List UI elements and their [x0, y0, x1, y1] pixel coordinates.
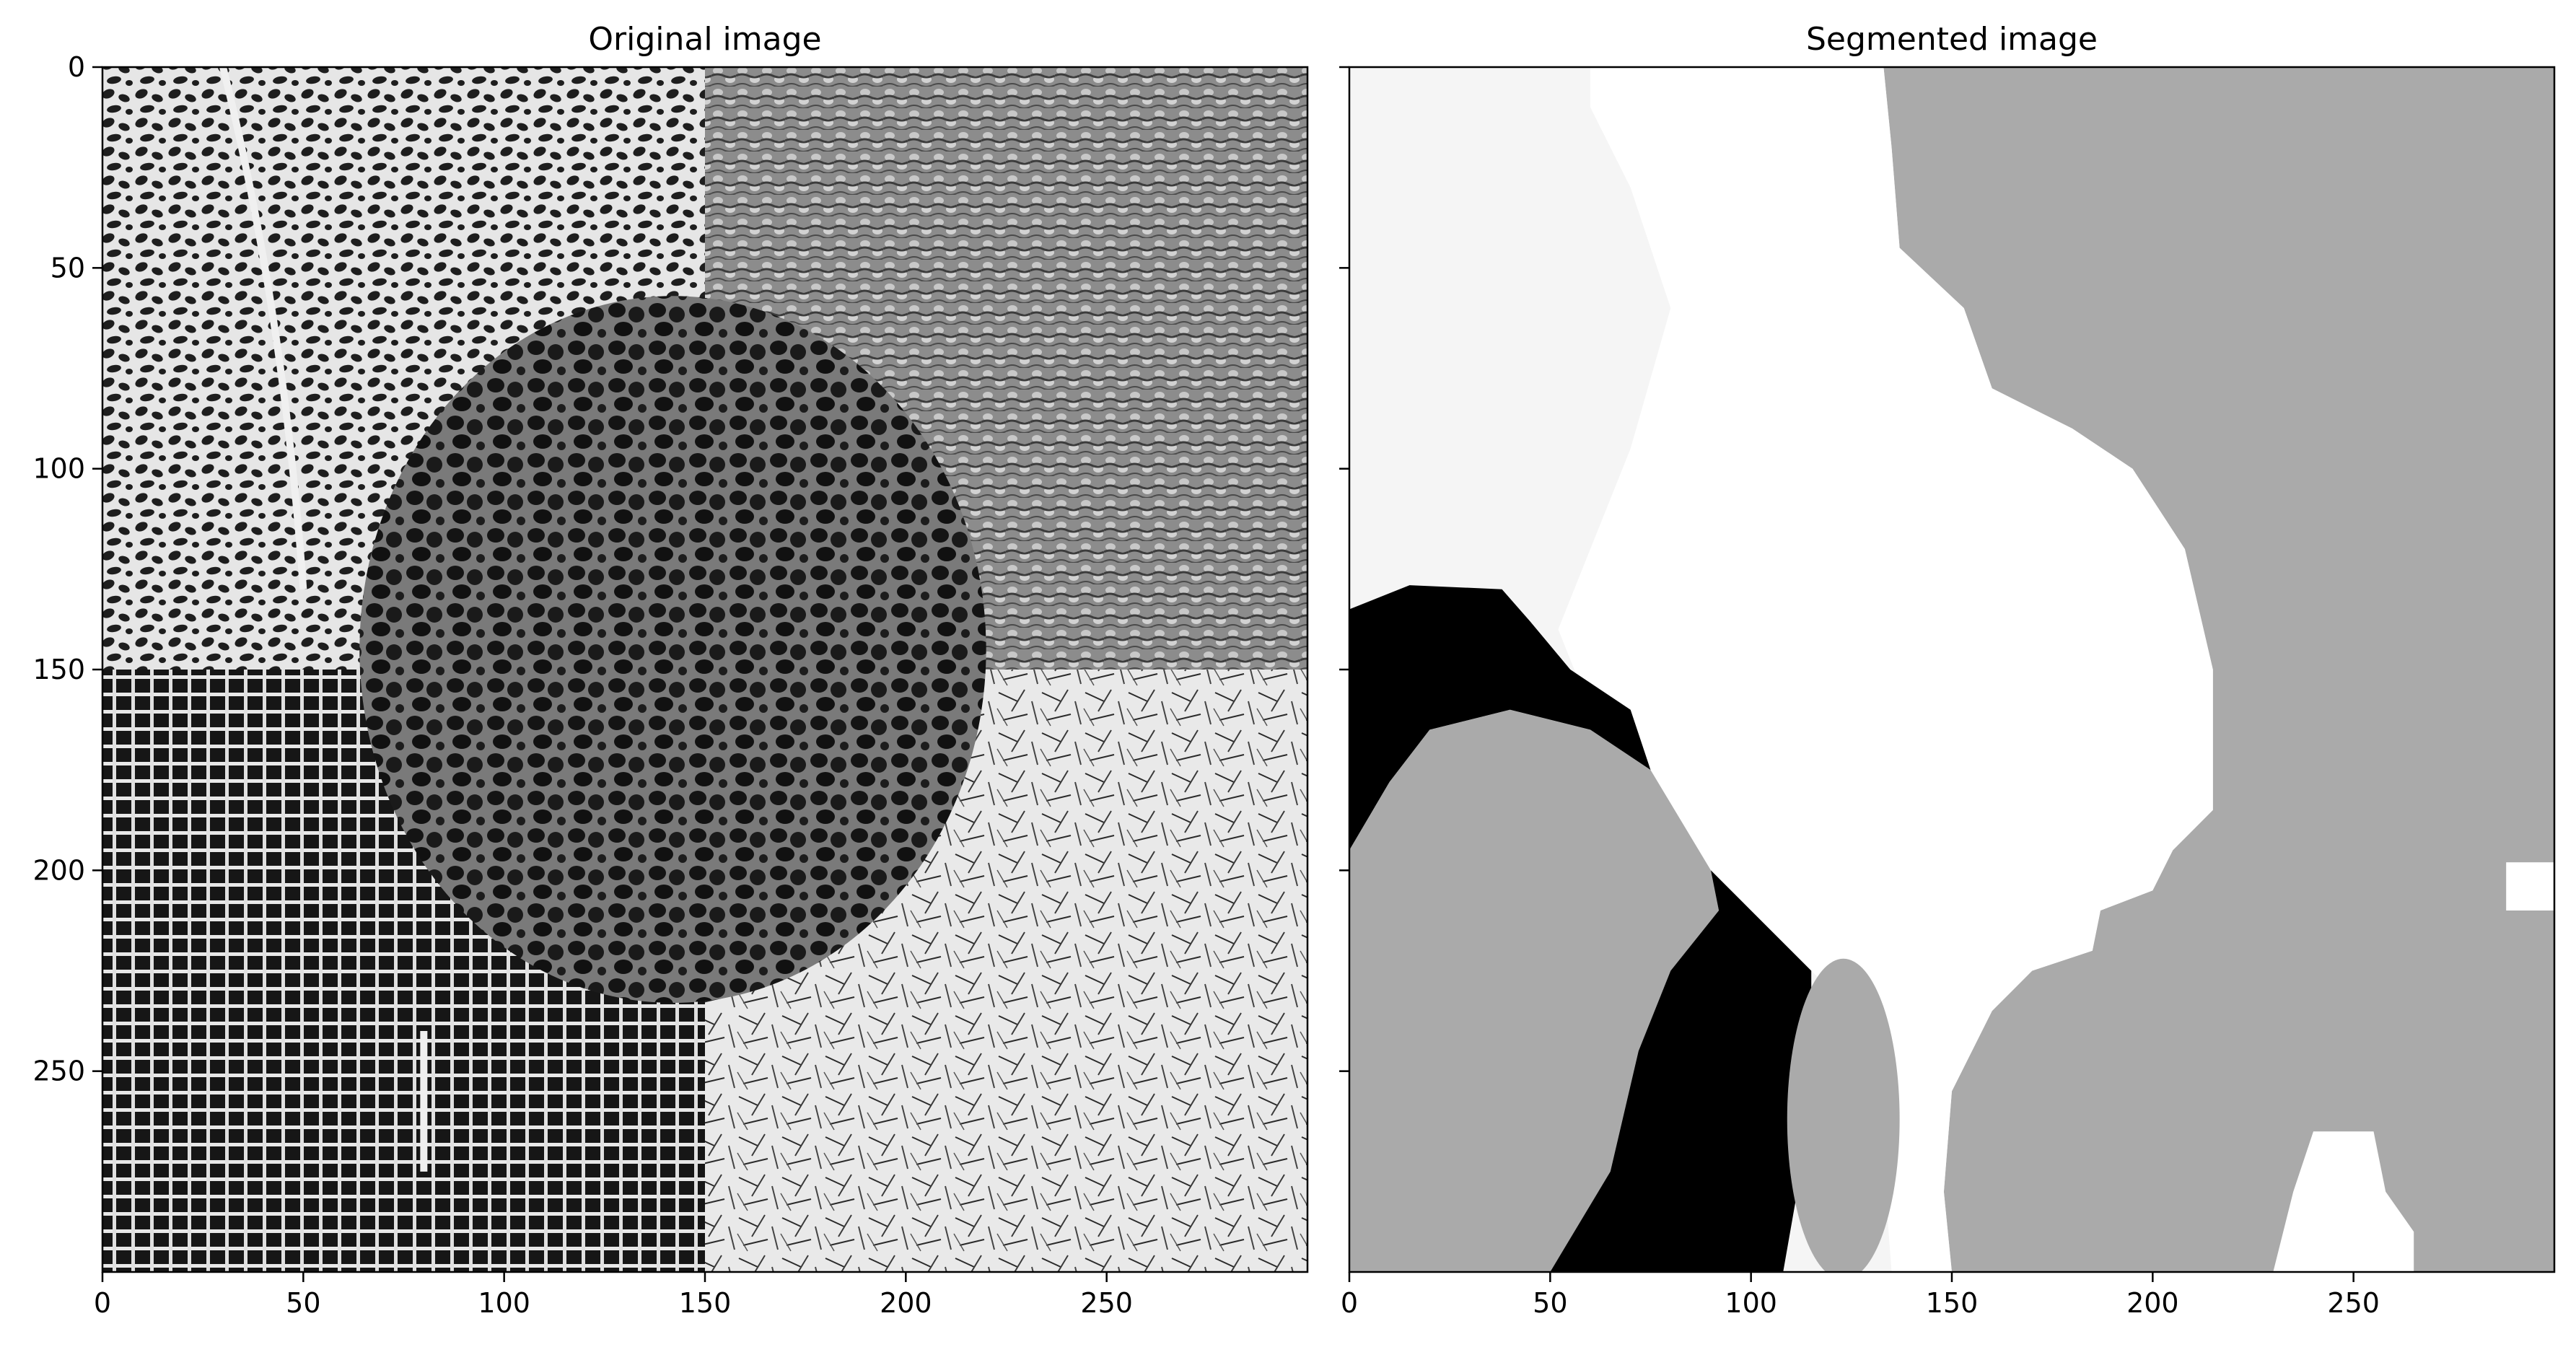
- texture-region-bubbles: [359, 296, 986, 1004]
- right-x-tick-label: 200: [2126, 1287, 2179, 1319]
- right-x-tick-label: 0: [1341, 1287, 1358, 1319]
- left-y-tick-label: 200: [32, 854, 85, 886]
- left-y-tick-label: 250: [32, 1056, 85, 1087]
- segment-gray-blob: [1787, 958, 1900, 1272]
- left-x-tick-label: 50: [286, 1287, 320, 1319]
- segment-white-spot: [2506, 862, 2554, 911]
- right-panel-title: Segmented image: [1806, 21, 2098, 58]
- left-x-tick-label: 0: [94, 1287, 111, 1319]
- segment-white-patch: [2273, 1131, 2414, 1272]
- segment-white-center: [1558, 67, 2213, 1272]
- segment-gray-right: [1883, 67, 2554, 1272]
- left-y-tick-label: 150: [32, 654, 85, 685]
- segment-black-lower: [1550, 870, 1812, 1272]
- left-x-tick-label: 150: [679, 1287, 732, 1319]
- left-x-tick-label: 200: [880, 1287, 932, 1319]
- right-x-tick-label: 50: [1533, 1287, 1567, 1319]
- right-x-tick-label: 100: [1725, 1287, 1777, 1319]
- left-y-tick-label: 50: [51, 252, 85, 284]
- segment-black-left: [1349, 585, 1651, 851]
- right-x-tick-label: 150: [1926, 1287, 1979, 1319]
- segment-gray-lowerleft: [1349, 709, 1719, 1272]
- left-y-tick-label: 0: [68, 51, 85, 83]
- segmented-image: [1349, 67, 2554, 1272]
- left-y-tick-label: 100: [32, 453, 85, 485]
- leaf-stem: [219, 67, 307, 590]
- left-x-tick-label: 100: [478, 1287, 530, 1319]
- left-x-tick-label: 250: [1080, 1287, 1133, 1319]
- left-panel-title: Original image: [588, 21, 821, 58]
- original-image: [102, 67, 1307, 1272]
- right-x-tick-label: 250: [2327, 1287, 2380, 1319]
